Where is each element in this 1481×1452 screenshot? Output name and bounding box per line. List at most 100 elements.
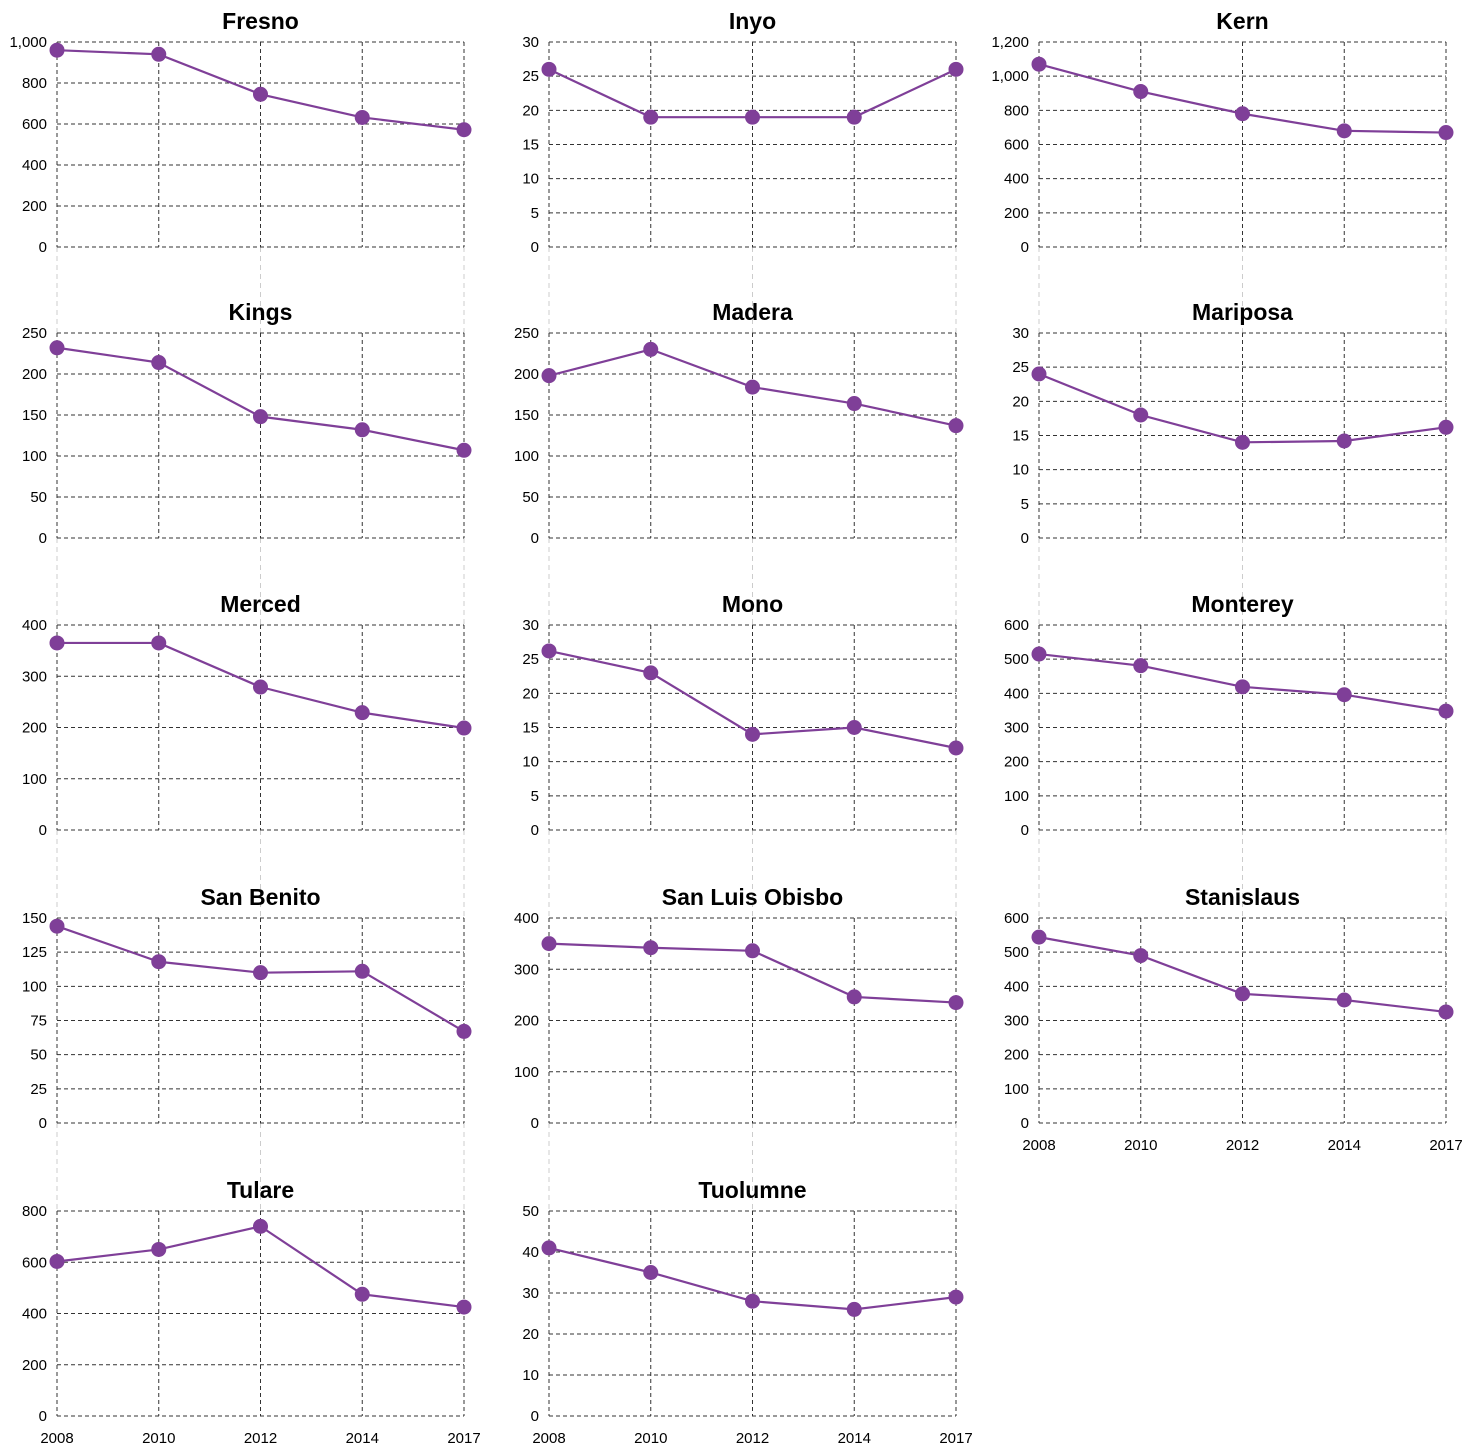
data-point bbox=[1235, 679, 1250, 695]
column-guides bbox=[56, 247, 1447, 1211]
y-tick-label: 10 bbox=[1012, 462, 1029, 479]
y-tick-label: 500 bbox=[1004, 944, 1029, 961]
data-point bbox=[846, 989, 862, 1005]
x-tick-label: 2010 bbox=[142, 1430, 175, 1447]
y-tick-label: 300 bbox=[1004, 1013, 1029, 1030]
x-tick-label: 2010 bbox=[1124, 1137, 1157, 1154]
y-tick-label: 20 bbox=[1012, 393, 1029, 410]
data-point bbox=[541, 643, 557, 659]
data-point bbox=[1438, 1004, 1454, 1020]
y-tick-label: 100 bbox=[514, 448, 539, 465]
data-point bbox=[456, 720, 472, 736]
data-point bbox=[1336, 123, 1352, 139]
y-tick-label: 100 bbox=[22, 978, 47, 995]
data-point bbox=[643, 940, 659, 956]
panel-mono: Mono 0 5 10 15 20 25 30 bbox=[522, 591, 964, 839]
panel-merced: Merced 0 100 200 300 400 bbox=[22, 591, 472, 839]
y-tick-label: 125 bbox=[22, 944, 47, 961]
y-tick-label: 100 bbox=[22, 771, 47, 788]
data-point bbox=[456, 442, 472, 458]
y-tick-label: 250 bbox=[22, 325, 47, 342]
data-point bbox=[151, 635, 167, 651]
x-tick-label: 2014 bbox=[346, 1430, 379, 1447]
y-tick-label: 0 bbox=[531, 530, 539, 547]
y-tick-label: 300 bbox=[22, 668, 47, 685]
panel-title: Merced bbox=[220, 591, 301, 617]
y-tick-label: 100 bbox=[1004, 1081, 1029, 1098]
x-tick-label: 2014 bbox=[838, 1430, 871, 1447]
panel-title: Madera bbox=[712, 299, 793, 325]
data-point bbox=[49, 635, 65, 651]
y-tick-label: 800 bbox=[22, 1203, 47, 1220]
y-tick-label: 400 bbox=[514, 910, 539, 927]
panel-title: Mariposa bbox=[1192, 299, 1293, 325]
x-tick-label: 2010 bbox=[634, 1430, 667, 1447]
data-point bbox=[456, 1023, 472, 1039]
data-point bbox=[541, 936, 557, 952]
data-point bbox=[745, 726, 760, 742]
y-tick-label: 0 bbox=[531, 1408, 539, 1425]
data-point bbox=[745, 109, 760, 125]
y-tick-label: 100 bbox=[514, 1064, 539, 1081]
y-tick-label: 600 bbox=[1004, 137, 1029, 154]
y-tick-label: 50 bbox=[30, 489, 47, 506]
data-point bbox=[948, 740, 964, 756]
panel-san-benito: San Benito 0 25 50 75 100 125 150 bbox=[22, 884, 472, 1132]
data-point bbox=[151, 355, 167, 371]
data-point bbox=[1438, 419, 1454, 435]
y-tick-label: 0 bbox=[39, 530, 47, 547]
data-point bbox=[643, 341, 659, 357]
data-point bbox=[456, 1299, 472, 1315]
x-tick-label: 2014 bbox=[1328, 1137, 1361, 1154]
y-tick-label: 600 bbox=[1004, 617, 1029, 634]
y-tick-label: 400 bbox=[22, 1306, 47, 1323]
y-tick-label: 400 bbox=[1004, 171, 1029, 188]
y-tick-label: 200 bbox=[22, 720, 47, 737]
x-tick-label: 2008 bbox=[1022, 1137, 1055, 1154]
y-tick-label: 600 bbox=[22, 116, 47, 133]
data-point bbox=[1031, 646, 1047, 662]
data-point bbox=[1235, 106, 1250, 122]
data-point bbox=[745, 379, 760, 395]
panel-title: San Benito bbox=[200, 884, 320, 910]
data-point bbox=[1336, 992, 1352, 1008]
y-tick-label: 100 bbox=[1004, 788, 1029, 805]
data-point bbox=[846, 396, 862, 412]
panel-title: Inyo bbox=[729, 8, 776, 34]
y-tick-label: 20 bbox=[522, 102, 539, 119]
y-tick-label: 100 bbox=[22, 448, 47, 465]
y-tick-label: 10 bbox=[522, 754, 539, 771]
data-point bbox=[541, 61, 557, 77]
x-tick-label: 2012 bbox=[736, 1430, 769, 1447]
y-tick-label: 1,200 bbox=[991, 34, 1029, 51]
data-point bbox=[948, 1289, 964, 1305]
x-tick-label: 2017 bbox=[939, 1430, 972, 1447]
x-tick-label: 2017 bbox=[447, 1430, 480, 1447]
panel-inyo: Inyo 0 5 10 15 20 25 30 bbox=[522, 8, 964, 256]
panel-title: Kern bbox=[1216, 8, 1268, 34]
y-tick-label: 15 bbox=[1012, 428, 1029, 445]
panel-title: Stanislaus bbox=[1185, 884, 1300, 910]
y-tick-label: 200 bbox=[22, 1357, 47, 1374]
y-tick-label: 200 bbox=[1004, 1047, 1029, 1064]
data-point bbox=[253, 86, 268, 102]
data-point bbox=[49, 1253, 65, 1269]
panel-title: Fresno bbox=[222, 8, 299, 34]
data-point bbox=[151, 1241, 167, 1257]
x-tick-label: 2008 bbox=[40, 1430, 73, 1447]
y-tick-label: 30 bbox=[522, 1285, 539, 1302]
data-point bbox=[643, 109, 659, 125]
data-point bbox=[1336, 687, 1352, 703]
data-point bbox=[846, 1301, 862, 1317]
y-tick-label: 30 bbox=[522, 617, 539, 634]
x-tick-label: 2012 bbox=[244, 1430, 277, 1447]
panel-tulare: Tulare 0 200 400 600 800 2008 2010 2012 2014 2017 bbox=[22, 1177, 481, 1447]
data-point bbox=[456, 122, 472, 138]
y-tick-label: 0 bbox=[531, 239, 539, 256]
data-point bbox=[253, 679, 268, 695]
data-point bbox=[1133, 407, 1149, 423]
y-tick-label: 30 bbox=[1012, 325, 1029, 342]
y-tick-label: 75 bbox=[30, 1013, 47, 1030]
data-point bbox=[151, 954, 167, 970]
y-tick-label: 5 bbox=[1021, 496, 1029, 513]
